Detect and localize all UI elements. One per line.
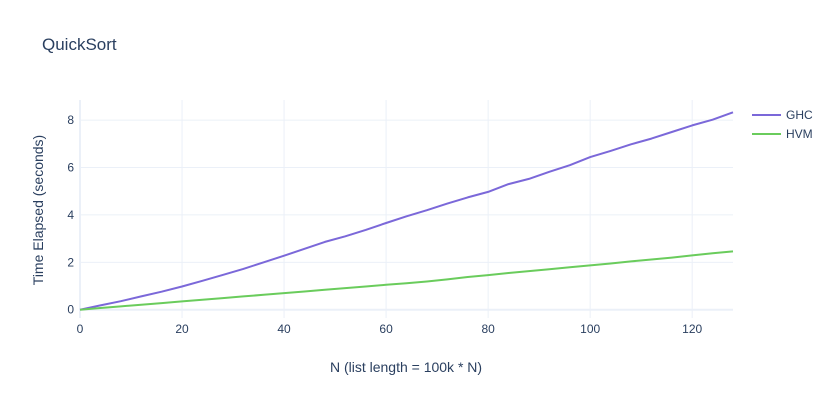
chart-title: QuickSort xyxy=(42,35,117,54)
series-line-hvm xyxy=(79,250,734,311)
y-tick-label: 4 xyxy=(67,208,74,222)
x-axis-ticks: 0 20 40 60 80 100 120 xyxy=(77,322,703,336)
legend[interactable]: GHC HVM xyxy=(752,108,813,141)
y-tick-label: 2 xyxy=(67,255,74,269)
x-tick-label: 100 xyxy=(580,322,600,336)
x-tick-label: 60 xyxy=(379,322,393,336)
x-tick-label: 40 xyxy=(277,322,291,336)
x-tick-label: 0 xyxy=(77,322,84,336)
y-tick-label: 8 xyxy=(67,113,74,127)
legend-label: HVM xyxy=(786,127,813,141)
series-line-ghc xyxy=(79,111,734,311)
legend-item-ghc[interactable]: GHC xyxy=(752,108,813,122)
x-tick-label: 80 xyxy=(481,322,495,336)
y-tick-label: 0 xyxy=(67,303,74,317)
legend-item-hvm[interactable]: HVM xyxy=(752,127,813,141)
y-axis-title: Time Elapsed (seconds) xyxy=(30,135,46,285)
grid xyxy=(79,100,733,318)
x-tick-label: 120 xyxy=(682,322,702,336)
y-tick-label: 6 xyxy=(67,161,74,175)
y-axis-ticks: 0 2 4 6 8 xyxy=(67,113,74,317)
legend-label: GHC xyxy=(786,108,813,122)
x-tick-label: 20 xyxy=(175,322,189,336)
x-axis-title: N (list length = 100k * N) xyxy=(330,359,482,375)
series-lines xyxy=(79,111,734,311)
